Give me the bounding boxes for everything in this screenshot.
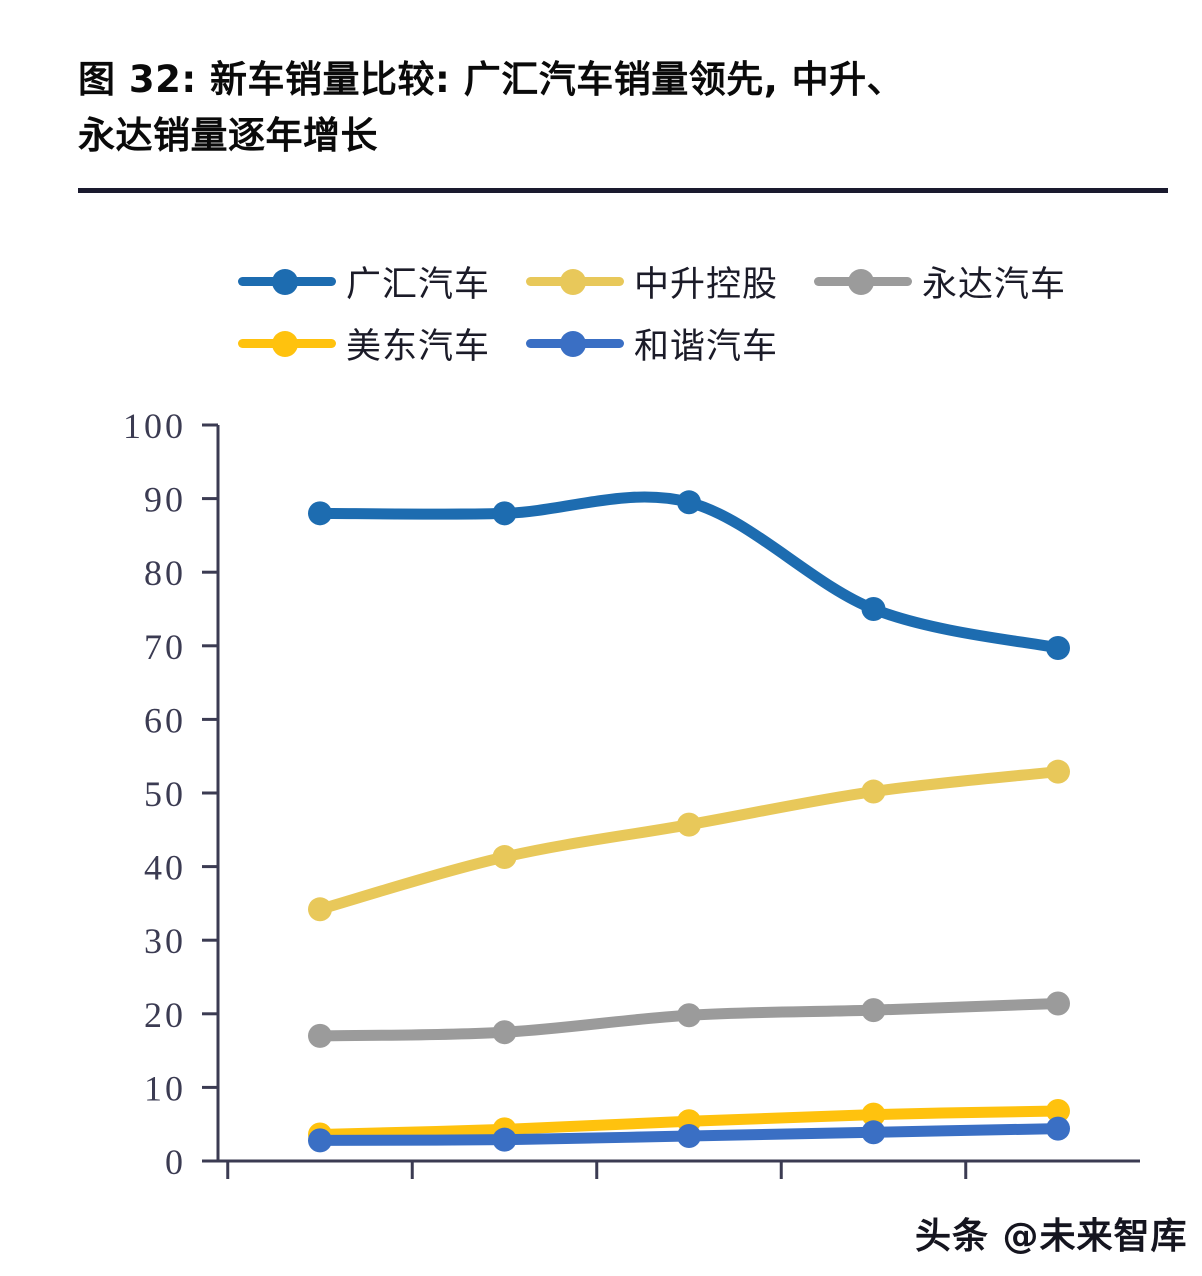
series-4 [308, 1116, 1070, 1153]
series-2 [308, 991, 1070, 1048]
series-data-point [308, 897, 332, 922]
series-0 [308, 490, 1070, 661]
y-axis-tick-label: 70 [144, 627, 186, 667]
legend-dot-hexie [560, 331, 587, 357]
legend-marker-icon-guanghui [238, 266, 336, 296]
title-divider [78, 188, 1168, 193]
series-line [314, 766, 1064, 915]
series-data-point [677, 490, 701, 515]
series-1 [308, 759, 1070, 922]
figure-title-line-1: 图 32: 新车销量比较: 广汇汽车销量领先, 中升、 [78, 58, 905, 101]
legend-label-zhongsheng: 中升控股 [634, 264, 779, 305]
series-data-point [492, 1020, 517, 1045]
legend-item-yongda[interactable]: 永达汽车 [814, 256, 1066, 307]
legend-marker-icon-hexie [526, 328, 625, 358]
figure-title-line-2: 永达销量逐年增长 [78, 114, 378, 158]
line-chart: 0102030405060708090100201720182019202020… [123, 406, 1140, 1182]
series-data-point [1046, 1116, 1070, 1141]
series-data-point [677, 1123, 701, 1148]
series-data-point [861, 779, 886, 804]
series-data-point [861, 1120, 886, 1145]
legend-item-hexie[interactable]: 和谐汽车 [526, 318, 778, 369]
legend-marker-icon-yongda [814, 266, 913, 296]
series-data-point [1046, 1098, 1070, 1123]
series-data-point [1046, 991, 1070, 1016]
legend-row-2: 美东汽车 和谐汽车 [238, 312, 1138, 374]
chart-legend: 广汇汽车 中升控股 永达汽车 美东汽车 [238, 250, 1138, 374]
series-data-point [1046, 636, 1070, 661]
series-data-point [861, 597, 886, 621]
legend-dot-guanghui [272, 269, 298, 295]
legend-label-hexie: 和谐汽车 [634, 326, 779, 367]
y-axis-tick-label: 40 [144, 848, 186, 888]
y-axis-tick-label: 100 [123, 406, 186, 446]
y-axis-tick-label: 60 [144, 700, 186, 740]
legend-item-zhongsheng[interactable]: 中升控股 [526, 256, 778, 307]
legend-label-yongda: 永达汽车 [922, 264, 1067, 305]
series-data-point [492, 845, 517, 870]
legend-marker-icon-zhongsheng [526, 266, 625, 296]
y-axis-tick-label: 10 [144, 1068, 186, 1108]
legend-dot-zhongsheng [560, 269, 587, 295]
y-axis-tick-label: 90 [144, 480, 186, 520]
chart-plot-area: 0102030405060708090100201720182019202020… [0, 395, 1202, 1195]
series-data-point [492, 1127, 517, 1152]
legend-item-guanghui[interactable]: 广汇汽车 [238, 256, 490, 307]
series-data-point [492, 501, 517, 526]
legend-item-meidong[interactable]: 美东汽车 [238, 318, 490, 369]
legend-dot-yongda [848, 269, 875, 295]
series-data-point [677, 812, 701, 837]
y-axis-tick-label: 20 [144, 995, 186, 1035]
series-data-point [861, 1102, 886, 1127]
y-axis-tick-label: 50 [144, 774, 186, 814]
y-axis-tick-label: 30 [144, 921, 186, 961]
series-data-point [308, 1023, 332, 1048]
legend-label-guanghui: 广汇汽车 [346, 264, 491, 305]
legend-marker-icon-meidong [238, 328, 336, 358]
figure-title: 图 32: 新车销量比较: 广汇汽车销量领先, 中升、 永达销量逐年增长 [78, 52, 1122, 164]
y-axis-tick-label: 0 [165, 1142, 186, 1182]
series-data-point [308, 1128, 332, 1153]
legend-label-meidong: 美东汽车 [346, 326, 491, 367]
series-data-point [308, 501, 332, 526]
series-data-point [677, 1003, 701, 1028]
y-axis-tick-label: 80 [144, 553, 186, 593]
legend-row-1: 广汇汽车 中升控股 永达汽车 [238, 250, 1138, 312]
series-line [314, 491, 1064, 654]
legend-dot-meidong [272, 331, 298, 357]
series-data-point [1046, 759, 1070, 784]
watermark-text: 头条 @未来智库 [915, 1216, 1188, 1257]
series-data-point [861, 998, 886, 1023]
